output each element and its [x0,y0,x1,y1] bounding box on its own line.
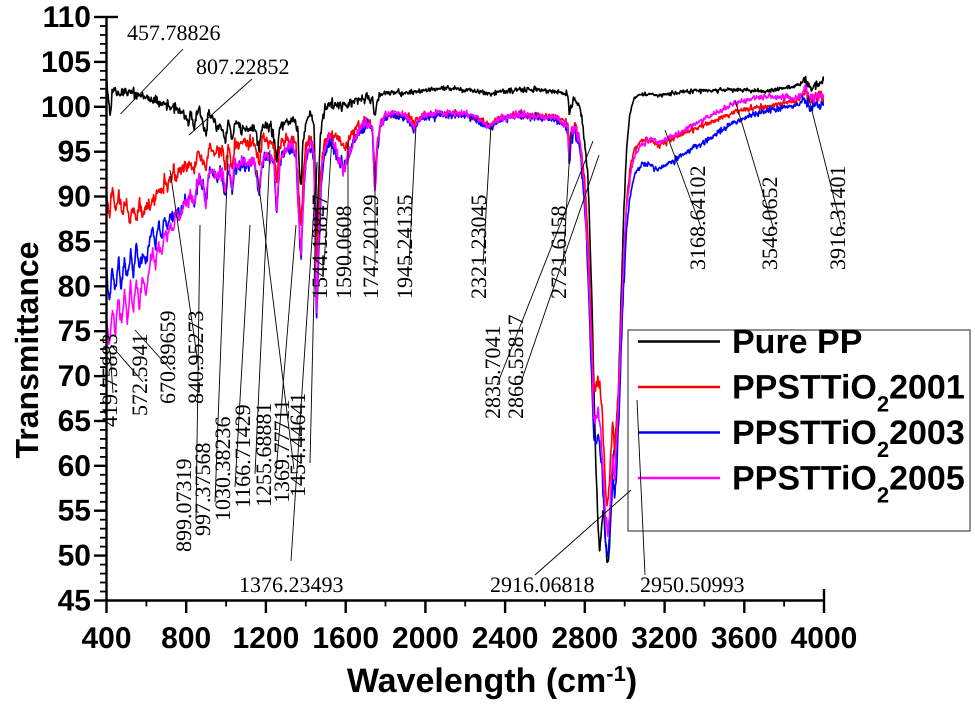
svg-text:80: 80 [58,270,91,303]
svg-text:55: 55 [58,495,91,528]
svg-text:2916.06818: 2916.06818 [490,572,595,597]
svg-text:4000: 4000 [791,622,858,655]
svg-text:457.78826: 457.78826 [127,20,221,45]
svg-text:3546.0652: 3546.0652 [757,177,782,271]
svg-text:Wavelength (cm-1): Wavelength (cm-1) [347,661,637,700]
svg-text:70: 70 [58,360,91,393]
svg-text:400: 400 [81,622,131,655]
svg-text:419.75883: 419.75883 [97,334,122,428]
svg-text:50: 50 [58,540,91,573]
svg-text:3916.31401: 3916.31401 [825,166,850,271]
svg-text:85: 85 [58,225,91,258]
svg-text:2800: 2800 [551,622,618,655]
svg-text:1544.13847: 1544.13847 [307,195,332,300]
svg-text:3600: 3600 [711,622,778,655]
svg-text:800: 800 [161,622,211,655]
svg-text:2400: 2400 [472,622,539,655]
svg-text:3168.64102: 3168.64102 [685,166,710,271]
svg-text:2950.50993: 2950.50993 [640,572,745,597]
svg-text:2835.7041: 2835.7041 [480,326,505,420]
svg-text:572.5941: 572.5941 [127,334,152,417]
svg-text:1945.24135: 1945.24135 [392,195,417,300]
svg-text:2000: 2000 [392,622,459,655]
svg-text:1454.44641: 1454.44641 [285,393,310,498]
svg-text:840.95273: 840.95273 [183,311,208,405]
svg-text:100: 100 [41,91,91,124]
svg-text:65: 65 [58,405,91,438]
svg-text:105: 105 [41,46,91,79]
svg-text:670.89659: 670.89659 [155,311,180,405]
svg-text:Transmittance: Transmittance [9,242,45,459]
svg-text:110: 110 [43,1,91,34]
svg-text:1590.0608: 1590.0608 [331,206,356,300]
svg-text:2321.23045: 2321.23045 [466,195,491,300]
svg-text:3200: 3200 [631,622,698,655]
svg-text:1200: 1200 [233,622,300,655]
svg-text:1600: 1600 [312,622,379,655]
svg-text:807.22852: 807.22852 [196,54,290,79]
svg-text:Pure PP: Pure PP [732,323,862,361]
svg-text:60: 60 [58,450,91,483]
svg-text:45: 45 [58,585,91,618]
svg-text:1747.20129: 1747.20129 [358,195,383,300]
svg-text:1376.23493: 1376.23493 [239,572,344,597]
svg-text:2866.55817: 2866.55817 [503,315,528,420]
svg-text:95: 95 [58,136,91,169]
svg-text:75: 75 [58,315,91,348]
svg-text:2721.6158: 2721.6158 [546,206,571,300]
svg-text:90: 90 [58,181,91,214]
